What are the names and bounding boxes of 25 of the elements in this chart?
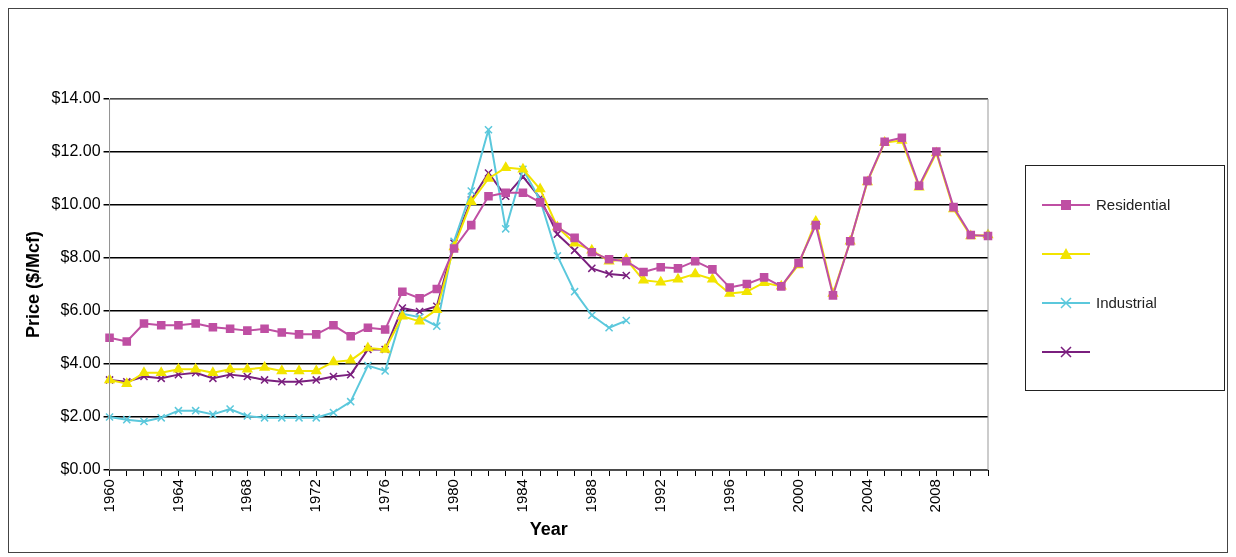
y-tick-label: $10.00 [51,195,101,213]
legend-label: Industrial [1096,294,1157,311]
x-tick-label: 1996 [719,479,737,513]
legend-label: Residential [1096,196,1171,213]
x-tick-label: 1976 [375,479,393,513]
x-tick-label: 2000 [788,479,806,513]
y-tick-label: $2.00 [60,407,101,425]
y-tick-label: $12.00 [51,142,101,160]
x-tick-label: 2004 [857,479,875,513]
x-tick-label: 1960 [99,479,117,513]
x-tick-label: 2008 [926,479,944,513]
y-tick-label: $0.00 [60,460,101,478]
x-tick-label: 1992 [650,479,668,513]
x-tick-label: 1968 [237,479,255,513]
y-tick-label: $4.00 [60,354,101,372]
x-tick-label: 1980 [444,479,462,513]
x-axis-title: Year [529,519,568,540]
y-tick-label: $6.00 [60,301,101,319]
y-tick-label: $14.00 [51,89,101,107]
x-tick-label: 1988 [581,479,599,513]
x-tick-label: 1984 [513,479,531,513]
x-tick-label: 1964 [168,479,186,513]
y-tick-label: $8.00 [60,248,101,266]
y-axis-title: Price ($/Mcf) [22,230,43,339]
x-tick-label: 1972 [306,479,324,513]
